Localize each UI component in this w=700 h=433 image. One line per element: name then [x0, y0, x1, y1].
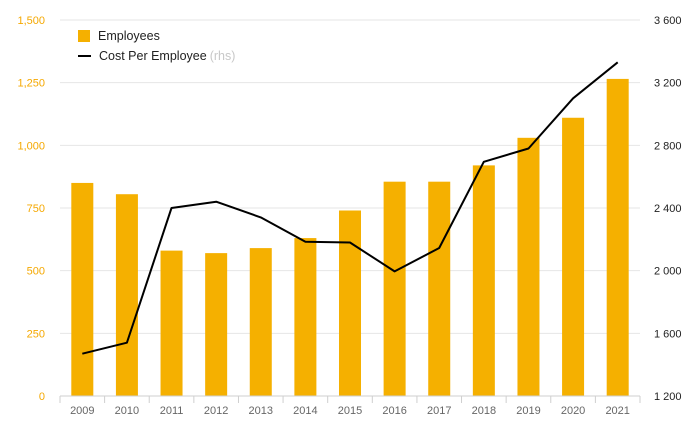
bar [160, 250, 183, 396]
bar [383, 181, 406, 396]
cost-line [82, 61, 619, 355]
x-tick-label: 2011 [160, 405, 184, 417]
x-tick-label: 2017 [427, 405, 451, 417]
x-tick-label: 2019 [516, 405, 540, 417]
y-tick-left: 0 [39, 391, 45, 403]
x-tick-label: 2020 [561, 405, 585, 417]
y-tick-right: 2 800 [654, 140, 682, 152]
legend-item-employees: Employees [78, 26, 235, 46]
x-tick-label: 2013 [249, 405, 273, 417]
legend-label-employees: Employees [98, 29, 160, 43]
legend: Employees Cost Per Employee (rhs) [78, 26, 235, 66]
legend-swatch-employees [78, 30, 90, 42]
y-tick-left: 250 [27, 328, 45, 340]
bar [71, 182, 94, 396]
bar [205, 253, 228, 396]
legend-rhs-note: (rhs) [209, 49, 236, 63]
y-tick-left: 1,500 [17, 15, 45, 27]
y-tick-right: 3 200 [654, 78, 682, 90]
x-tick-label: 2014 [293, 405, 317, 417]
y-tick-left: 500 [27, 266, 45, 278]
y-tick-right: 1 600 [654, 328, 682, 340]
y-tick-right: 3 600 [654, 15, 682, 27]
y-tick-left: 1,000 [17, 140, 45, 152]
bar [517, 137, 540, 396]
bar [472, 165, 495, 396]
y-tick-left: 1,250 [17, 78, 45, 90]
y-tick-right: 2 000 [654, 266, 682, 278]
legend-swatch-cost [78, 55, 91, 57]
bar [249, 248, 272, 396]
x-tick-label: 2016 [382, 405, 406, 417]
y-tick-left: 750 [27, 203, 45, 215]
y-tick-right: 1 200 [654, 391, 682, 403]
bar [606, 78, 629, 396]
x-tick-label: 2021 [605, 405, 629, 417]
x-tick-label: 2015 [338, 405, 362, 417]
y-tick-right: 2 400 [654, 203, 682, 215]
legend-label-cost: Cost Per Employee [99, 49, 207, 63]
bar [339, 210, 361, 396]
bar [115, 194, 138, 396]
x-tick-label: 2009 [70, 405, 94, 417]
x-tick-label: 2018 [472, 405, 496, 417]
bar [428, 181, 451, 396]
bar [562, 117, 585, 396]
x-tick-label: 2010 [115, 405, 139, 417]
bar [294, 238, 317, 396]
legend-item-cost: Cost Per Employee (rhs) [78, 46, 235, 66]
x-tick-label: 2012 [204, 405, 228, 417]
